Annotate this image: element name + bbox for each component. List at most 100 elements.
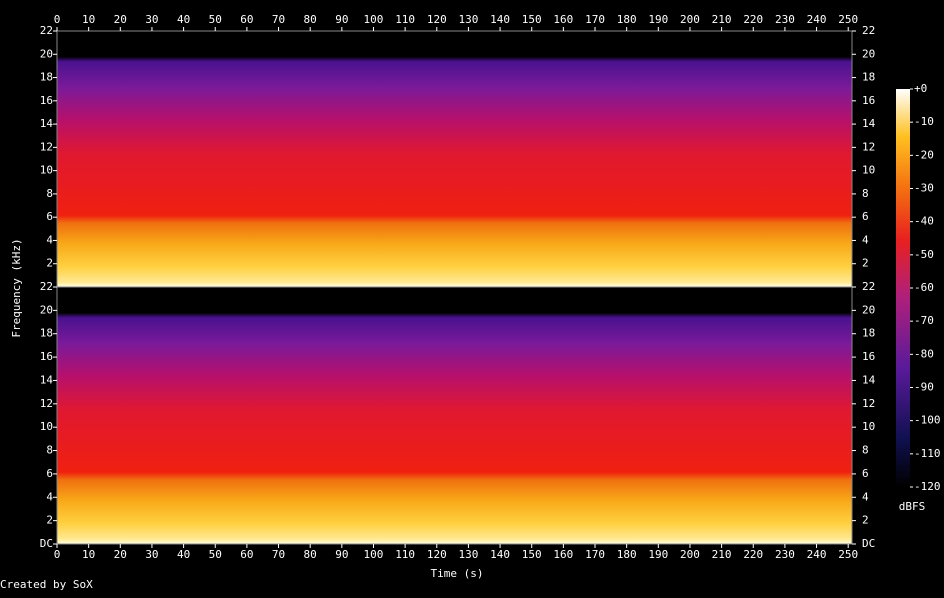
x-tick-label: 220 [743, 13, 763, 26]
colorbar-tick-label: -20 [914, 148, 934, 161]
y-tick-label: 12 [40, 140, 53, 153]
x-tick-label: 180 [617, 13, 637, 26]
x-tick-label: 0 [54, 13, 61, 26]
x-tick-label: 80 [304, 13, 317, 26]
x-tick-label: 20 [114, 13, 127, 26]
x-tick-label: 100 [364, 548, 384, 561]
colorbar-tick-label: -90 [914, 381, 934, 394]
x-tick-label: 230 [775, 13, 795, 26]
y-tick-label: 10 [862, 164, 875, 177]
x-tick-label: 40 [177, 13, 190, 26]
x-tick-label: 30 [145, 13, 158, 26]
y-tick-label: 12 [862, 140, 875, 153]
y-tick-label: 22 [40, 24, 53, 37]
y-tick-label: 12 [862, 397, 875, 410]
x-tick-label: 70 [272, 13, 285, 26]
x-tick-label: 150 [522, 13, 542, 26]
x-tick-label: 140 [490, 548, 510, 561]
x-tick-label: 90 [335, 548, 348, 561]
y-tick-label: 4 [862, 233, 869, 246]
y-tick-label: 18 [862, 327, 875, 340]
y-tick-label: DC [862, 537, 875, 550]
colorbar-tick-label: -40 [914, 215, 934, 228]
y-tick-label: 6 [46, 210, 53, 223]
y-tick-label: 16 [40, 350, 53, 363]
colorbar-label: dBFS [899, 500, 926, 513]
x-tick-label: 20 [114, 548, 127, 561]
y-tick-label: 2 [46, 514, 53, 527]
x-tick-label: 190 [648, 13, 668, 26]
x-tick-label: 180 [617, 548, 637, 561]
y-tick-label: 20 [40, 303, 53, 316]
y-tick-label: 16 [40, 94, 53, 107]
x-tick-label: 30 [145, 548, 158, 561]
y-tick-label: 2 [862, 257, 869, 270]
x-tick-label: 140 [490, 13, 510, 26]
y-tick-label: 14 [40, 373, 54, 386]
y-tick-label: 4 [862, 490, 869, 503]
y-tick-label: 6 [862, 210, 869, 223]
spectrogram-panel [57, 287, 852, 544]
x-tick-label: 170 [585, 548, 605, 561]
x-tick-label: 60 [240, 13, 253, 26]
x-tick-label: 210 [712, 548, 732, 561]
colorbar-tick-label: -70 [914, 314, 934, 327]
y-tick-label: 6 [862, 467, 869, 480]
panel-frame [56, 286, 853, 545]
footer: Created by SoX [0, 578, 93, 591]
y-tick-label: 4 [46, 490, 53, 503]
x-tick-label: 130 [458, 548, 478, 561]
spectrogram-panel [57, 31, 852, 287]
x-tick-label: 220 [743, 548, 763, 561]
y-tick-label: 18 [40, 327, 53, 340]
x-tick-label: 120 [427, 548, 447, 561]
x-tick-label: 250 [838, 13, 858, 26]
y-tick-label: 8 [862, 187, 869, 200]
colorbar-tick-label: -60 [914, 281, 934, 294]
colorbar-tick-label: -30 [914, 182, 934, 195]
colorbar-tick-label: -10 [914, 115, 934, 128]
x-axis-label: Time (s) [431, 567, 484, 580]
y-tick-label: 16 [862, 94, 875, 107]
x-tick-label: 50 [209, 13, 222, 26]
y-tick-label: 2 [862, 514, 869, 527]
colorbar-tick-label: -100 [914, 414, 941, 427]
x-tick-label: 200 [680, 548, 700, 561]
y-tick-label: 8 [46, 187, 53, 200]
colorbar-tick-label: -80 [914, 347, 934, 360]
colorbar-tick-label: -120 [914, 480, 941, 493]
x-tick-label: 230 [775, 548, 795, 561]
y-tick-label: 12 [40, 397, 53, 410]
y-tick-label: 18 [40, 71, 53, 84]
y-tick-label: 20 [862, 47, 875, 60]
y-tick-label: 14 [40, 117, 54, 130]
y-tick-label: 10 [862, 420, 875, 433]
x-tick-label: 120 [427, 13, 447, 26]
x-tick-label: 110 [395, 548, 415, 561]
y-tick-label: 4 [46, 233, 53, 246]
y-tick-label: 8 [862, 444, 869, 457]
x-tick-label: 90 [335, 13, 348, 26]
y-tick-label: 2 [46, 257, 53, 270]
x-tick-label: 200 [680, 13, 700, 26]
x-tick-label: 70 [272, 548, 285, 561]
x-tick-label: 160 [553, 548, 573, 561]
x-tick-label: 150 [522, 548, 542, 561]
x-tick-label: 240 [807, 13, 827, 26]
x-tick-label: 210 [712, 13, 732, 26]
y-tick-label: 14 [862, 117, 876, 130]
y-tick-label: DC [40, 537, 53, 550]
x-tick-label: 170 [585, 13, 605, 26]
y-tick-label: 18 [862, 71, 875, 84]
y-tick-label: 20 [40, 47, 53, 60]
colorbar-tick-label: +0 [914, 82, 927, 95]
x-tick-label: 60 [240, 548, 253, 561]
y-tick-label: 22 [862, 280, 875, 293]
x-tick-label: 0 [54, 548, 61, 561]
y-tick-label: 10 [40, 164, 53, 177]
y-tick-label: 8 [46, 444, 53, 457]
y-tick-label: 10 [40, 420, 53, 433]
x-tick-label: 250 [838, 548, 858, 561]
